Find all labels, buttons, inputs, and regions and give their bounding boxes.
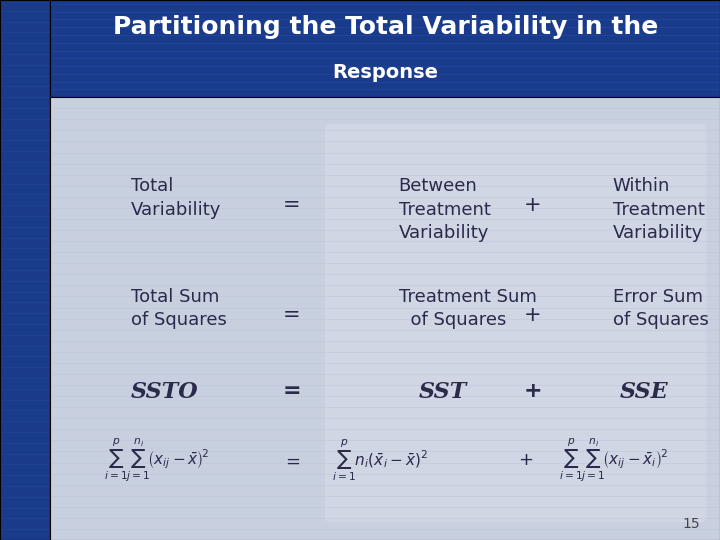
Text: +: + [523,381,542,401]
Text: Treatment Sum
  of Squares: Treatment Sum of Squares [399,288,536,329]
Text: 15: 15 [683,517,700,531]
Text: Total
Variability: Total Variability [131,177,221,219]
Text: =: = [283,305,300,325]
Text: +: + [523,194,541,214]
Text: $\sum_{i=1}^{p} n_i \left(\bar{x}_i - \bar{x}\right)^2$: $\sum_{i=1}^{p} n_i \left(\bar{x}_i - \b… [332,437,428,483]
Text: $\sum_{i=1}^{p} \sum_{j=1}^{n_i} \!\left(x_{ij} - \bar{x}\right)^{\!2}$: $\sum_{i=1}^{p} \sum_{j=1}^{n_i} \!\left… [104,436,210,484]
Text: Response: Response [332,63,438,83]
Text: $=$: $=$ [282,451,301,469]
Text: $+$: $+$ [518,451,534,469]
Text: +: + [523,305,541,325]
Text: =: = [283,194,300,214]
Text: Total Sum
of Squares: Total Sum of Squares [131,288,227,329]
Text: Between
Treatment
Variability: Between Treatment Variability [399,177,490,242]
FancyBboxPatch shape [325,124,706,522]
Text: SST: SST [419,381,467,403]
Text: Partitioning the Total Variability in the: Partitioning the Total Variability in th… [112,15,658,39]
Text: $\sum_{i=1}^{p} \sum_{j=1}^{n_i} \!\left(x_{ij} - \bar{x}_i\right)^{\!2}$: $\sum_{i=1}^{p} \sum_{j=1}^{n_i} \!\left… [559,436,668,484]
Text: SSTO: SSTO [131,381,199,403]
Text: Within
Treatment
Variability: Within Treatment Variability [613,177,705,242]
Text: =: = [282,381,301,401]
Text: SSE: SSE [619,381,668,403]
Text: Error Sum
of Squares: Error Sum of Squares [613,288,708,329]
